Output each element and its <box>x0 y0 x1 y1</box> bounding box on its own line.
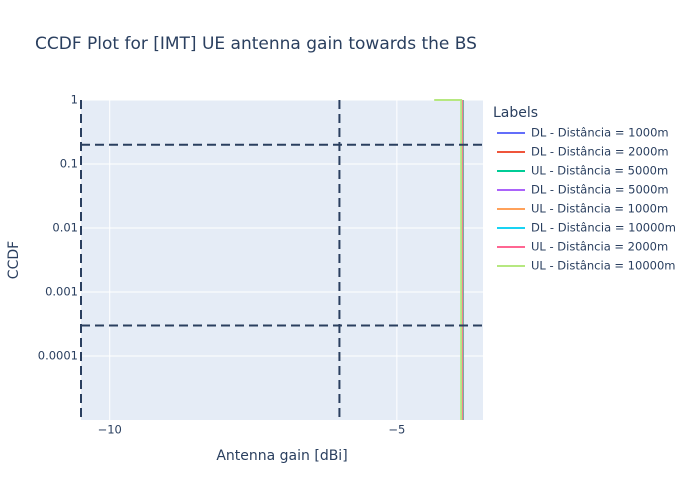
legend-label: DL - Distância = 5000m <box>531 183 669 197</box>
legend-label: DL - Distância = 10000m <box>531 221 676 235</box>
legend-label: UL - Distância = 10000m <box>531 259 675 273</box>
legend-label: UL - Distância = 1000m <box>531 202 668 216</box>
x-axis-title: Antenna gain [dBi] <box>216 448 347 464</box>
legend-label: DL - Distância = 2000m <box>531 145 669 159</box>
y-tick-label: 0.1 <box>60 157 78 171</box>
y-axis-title: CCDF <box>6 241 22 279</box>
x-tick-label: −5 <box>388 423 405 437</box>
chart-title: CCDF Plot for [IMT] UE antenna gain towa… <box>35 34 477 54</box>
legend-label: UL - Distância = 2000m <box>531 240 668 254</box>
legend-label: UL - Distância = 5000m <box>531 164 668 178</box>
x-tick-label: −10 <box>98 423 122 437</box>
y-tick-label: 1 <box>71 93 78 107</box>
plot-background <box>81 100 483 420</box>
y-tick-label: 0.001 <box>45 285 78 299</box>
series-line <box>434 99 463 420</box>
legend-label: DL - Distância = 1000m <box>531 126 669 140</box>
legend-title: Labels <box>493 105 538 121</box>
y-tick-label: 0.01 <box>52 221 78 235</box>
y-tick-label: 0.0001 <box>38 349 78 363</box>
